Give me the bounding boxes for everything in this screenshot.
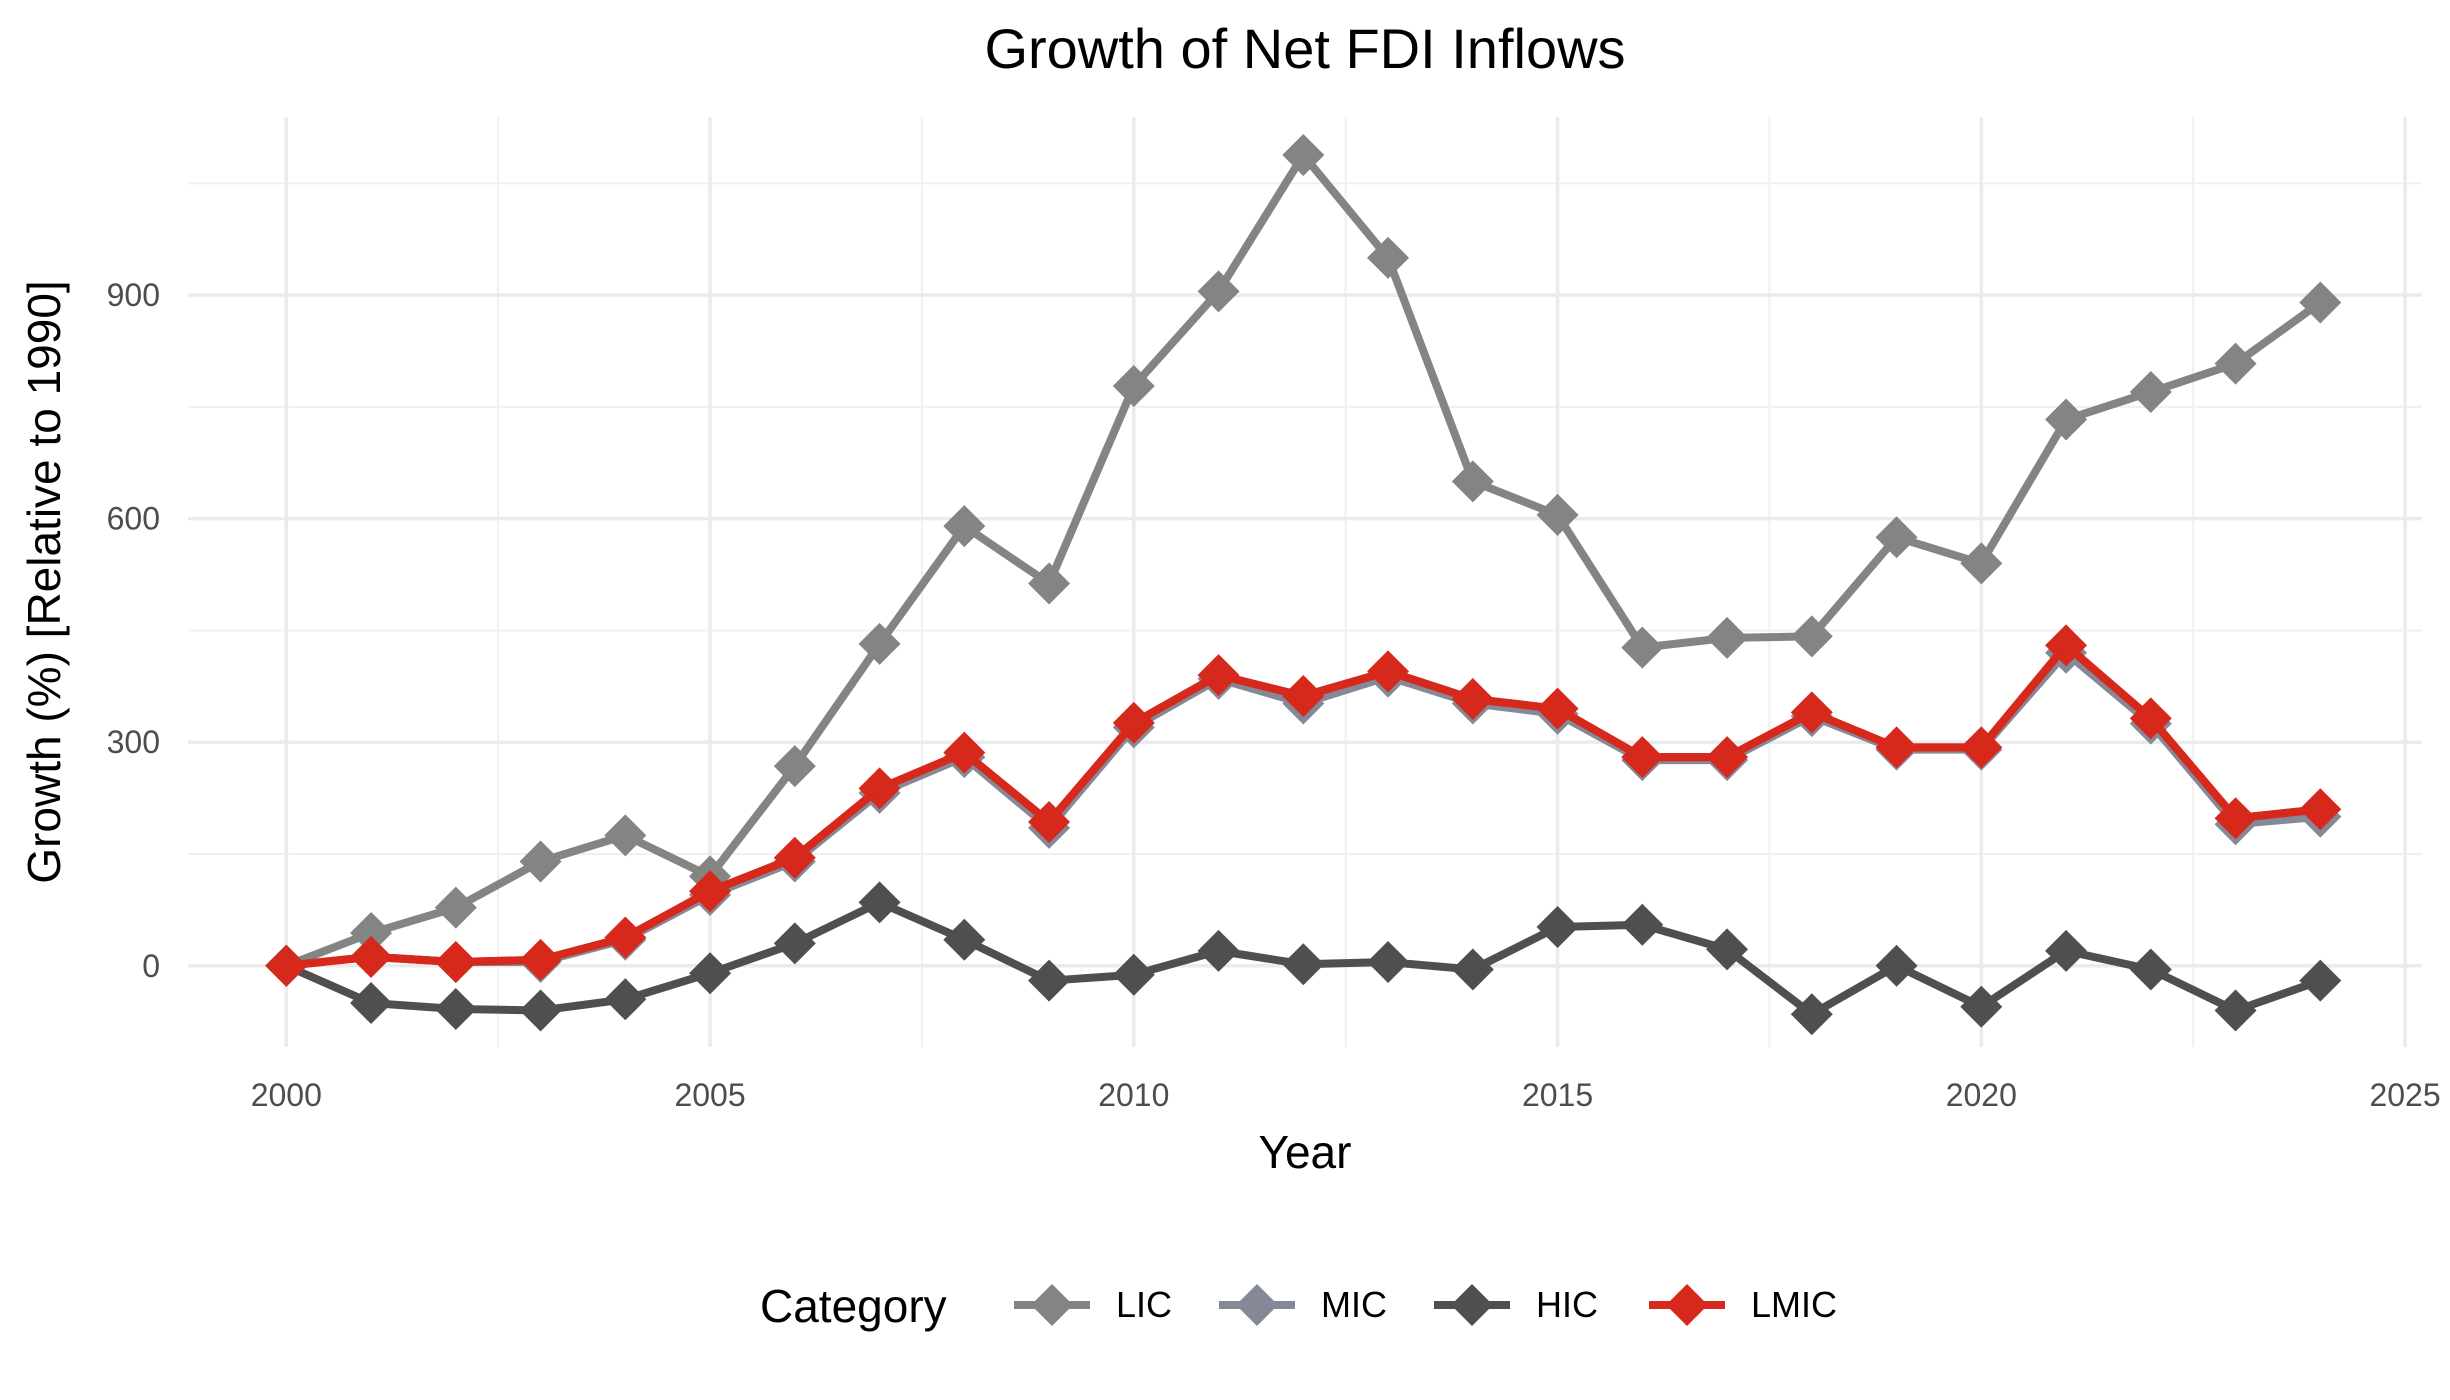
x-tick-label: 2020 bbox=[1946, 1077, 2017, 1113]
data-point-lic bbox=[519, 840, 562, 883]
data-point-hic bbox=[604, 978, 647, 1021]
data-point-hic bbox=[434, 987, 477, 1030]
data-point-lic bbox=[2214, 342, 2257, 385]
legend-key-diamond-icon bbox=[1236, 1284, 1278, 1326]
data-point-hic bbox=[1197, 929, 1240, 972]
data-point-hic bbox=[1875, 944, 1918, 987]
series-line-lmic-top bbox=[285, 641, 2321, 970]
data-point-hic bbox=[1706, 928, 1749, 971]
y-tick-label: 900 bbox=[107, 277, 160, 313]
y-axis-title: Growth (%) [Relative to 1990] bbox=[18, 280, 70, 883]
data-point-hic bbox=[2045, 929, 2088, 972]
legend-label: LMIC bbox=[1751, 1284, 1837, 1325]
y-tick-label: 300 bbox=[107, 724, 160, 760]
data-point-hic bbox=[2129, 948, 2172, 991]
data-point-lic bbox=[773, 745, 816, 788]
data-point-lic bbox=[1367, 236, 1410, 279]
data-point-hic bbox=[943, 918, 986, 961]
data-point-lic bbox=[434, 886, 477, 929]
data-point-hic bbox=[1282, 943, 1325, 986]
y-tick-label: 600 bbox=[107, 501, 160, 537]
data-point-hic bbox=[773, 922, 816, 965]
data-point-hic bbox=[1112, 953, 1155, 996]
data-point-lic bbox=[1028, 562, 1071, 605]
legend-key-diamond-icon bbox=[1031, 1284, 1073, 1326]
data-point-lic bbox=[350, 911, 393, 954]
data-point-lic bbox=[1621, 626, 1664, 669]
data-point-lic bbox=[1706, 616, 1749, 659]
data-point-lic bbox=[604, 814, 647, 857]
legend-item-hic: HIC bbox=[1434, 1284, 1598, 1326]
x-tick-labels: 2000 2005 2010 2015 2020 2025 bbox=[251, 1077, 2441, 1113]
data-point-lic bbox=[1112, 365, 1155, 408]
data-point-hic bbox=[1621, 903, 1664, 946]
x-axis-title: Year bbox=[1259, 1126, 1352, 1178]
series-lmic bbox=[265, 624, 2342, 987]
data-point-lic bbox=[2045, 398, 2088, 441]
legend-item-mic: MIC bbox=[1219, 1284, 1387, 1326]
data-point-lic bbox=[2299, 281, 2342, 324]
data-point-hic bbox=[1367, 941, 1410, 984]
legend-key-diamond-icon bbox=[1666, 1284, 1708, 1326]
data-point-lic bbox=[1451, 460, 1494, 503]
grid bbox=[188, 117, 2422, 1047]
data-point-hic bbox=[2214, 989, 2257, 1032]
y-tick-labels: 0 300 600 900 bbox=[107, 277, 160, 984]
series-hic bbox=[265, 881, 2342, 1036]
chart-title: Growth of Net FDI Inflows bbox=[984, 17, 1625, 80]
data-point-lic bbox=[1875, 516, 1918, 559]
x-tick-label: 2015 bbox=[1522, 1077, 1593, 1113]
data-point-lic bbox=[1960, 542, 2003, 585]
legend-label: LIC bbox=[1116, 1284, 1172, 1325]
legend-title: Category bbox=[760, 1280, 947, 1332]
series-layer bbox=[265, 134, 2342, 1036]
data-point-hic bbox=[1028, 959, 1071, 1002]
data-point-hic bbox=[2299, 959, 2342, 1002]
legend: Category LIC MIC HIC LMIC bbox=[760, 1280, 1837, 1332]
data-point-hic bbox=[1960, 985, 2003, 1028]
data-point-lic bbox=[1282, 134, 1325, 177]
legend-item-lic: LIC bbox=[1014, 1284, 1172, 1326]
data-point-hic bbox=[1536, 906, 1579, 949]
legend-label: MIC bbox=[1321, 1284, 1387, 1325]
x-tick-label: 2005 bbox=[674, 1077, 745, 1113]
data-point-hic bbox=[1790, 993, 1833, 1036]
legend-label: HIC bbox=[1536, 1284, 1598, 1325]
series-line-lic bbox=[284, 151, 2323, 970]
data-point-lic bbox=[1790, 615, 1833, 658]
x-tick-label: 2025 bbox=[2369, 1077, 2440, 1113]
data-point-lic bbox=[858, 622, 901, 665]
data-point-hic bbox=[1451, 948, 1494, 991]
y-tick-label: 0 bbox=[142, 948, 160, 984]
data-point-lic bbox=[943, 505, 986, 548]
legend-key-diamond-icon bbox=[1451, 1284, 1493, 1326]
data-point-lic bbox=[1197, 270, 1240, 313]
data-point-hic bbox=[519, 989, 562, 1032]
data-point-hic bbox=[350, 982, 393, 1025]
x-tick-label: 2000 bbox=[251, 1077, 322, 1113]
data-point-lic bbox=[2129, 370, 2172, 413]
x-tick-label: 2010 bbox=[1098, 1077, 1169, 1113]
data-point-hic bbox=[689, 952, 732, 995]
data-point-hic bbox=[858, 881, 901, 924]
legend-item-lmic: LMIC bbox=[1649, 1284, 1837, 1326]
series-lic bbox=[265, 134, 2342, 987]
data-point-lic bbox=[1536, 493, 1579, 536]
